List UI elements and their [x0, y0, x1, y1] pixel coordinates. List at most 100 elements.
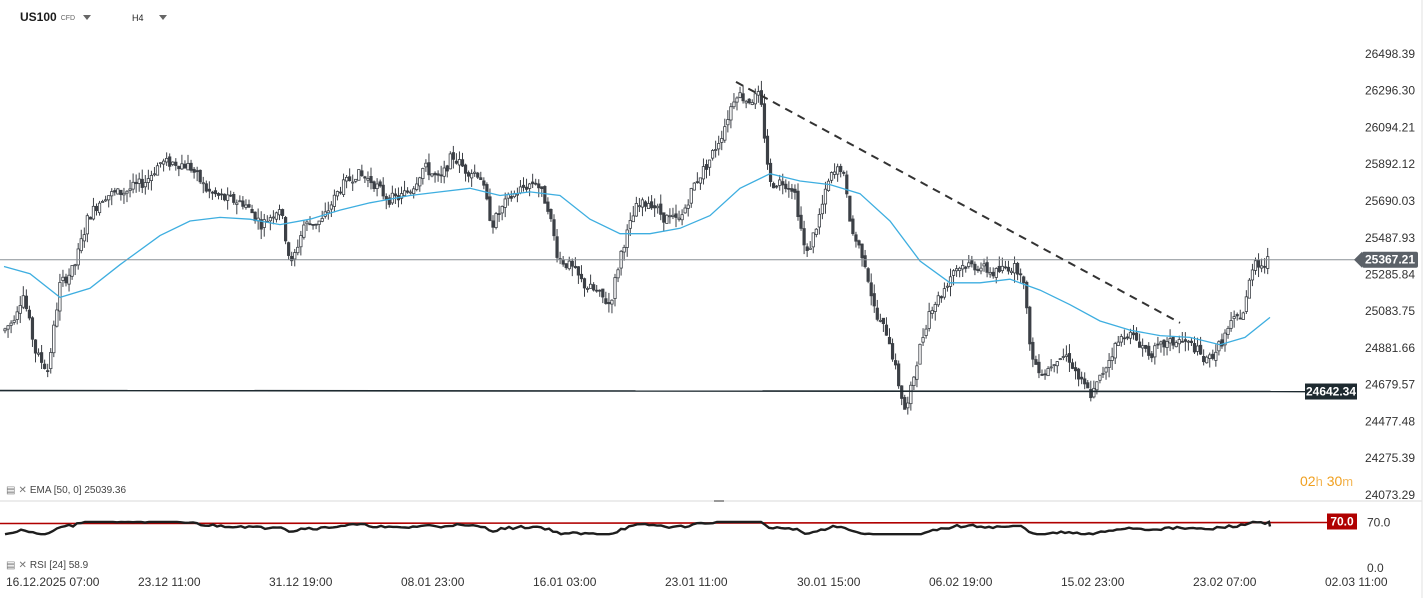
candle-body [296, 246, 300, 254]
rsi-line [4, 520, 1272, 536]
indicator-settings-icon[interactable]: ▤ [6, 485, 16, 496]
candle-body [1217, 341, 1221, 352]
candle-body [729, 106, 733, 121]
ema-group [3, 173, 1271, 346]
candle-body [274, 212, 279, 220]
candle-body [866, 268, 870, 282]
candle-body [808, 247, 812, 250]
candle-body [329, 204, 333, 210]
candle-body [283, 217, 288, 242]
x-tick-label: 02.03 11:00 [1325, 575, 1388, 589]
candle-body [18, 305, 22, 314]
candle-body [1144, 344, 1148, 349]
timeframe-selector[interactable]: H4 [132, 13, 144, 23]
candle-body [207, 188, 211, 192]
candle-body [454, 160, 459, 164]
candle-countdown: 02h 30m [1300, 473, 1353, 489]
indicator-close-icon[interactable]: ✕ [18, 560, 27, 571]
candle-body [1122, 337, 1126, 340]
candle-body [549, 208, 553, 220]
candle-body [119, 189, 123, 196]
candle-body [232, 193, 236, 203]
x-tick-label: 08.01 23:00 [401, 575, 465, 589]
candle-body [393, 193, 398, 197]
candle-body [1077, 368, 1081, 380]
candle-body [894, 360, 898, 366]
candle-body [1223, 332, 1227, 346]
candle-body [561, 259, 565, 265]
candle-body [582, 278, 587, 289]
candle-body [308, 223, 312, 226]
candle-body [790, 188, 794, 192]
candle-body [817, 214, 821, 228]
candle-body [1131, 332, 1136, 336]
y-tick-label: 25487.93 [1365, 231, 1415, 245]
ema-legend[interactable]: ▤ ✕ EMA [50, 0] 25039.36 [6, 485, 126, 496]
candle-body [836, 166, 840, 175]
y-tick-label: 25083.75 [1365, 304, 1415, 318]
candle-body [238, 200, 242, 203]
candle-body [463, 164, 468, 174]
candle-body [402, 190, 407, 197]
candle-body [314, 223, 318, 226]
candle-body [201, 182, 205, 185]
x-tick-label: 16.01 03:00 [533, 575, 597, 589]
candle-body [357, 169, 361, 181]
candle-body [674, 213, 678, 218]
candle-body [55, 309, 59, 327]
candle-body [1052, 364, 1056, 367]
candle-body [1199, 344, 1203, 355]
candle-body [1177, 339, 1181, 345]
candle-body [845, 174, 849, 195]
candle-body [204, 183, 208, 192]
candle-body [738, 92, 742, 98]
candle-body [412, 188, 416, 195]
candle-body [12, 319, 16, 323]
symbol-selector[interactable]: US100 CFD [20, 10, 75, 24]
candle-body [15, 311, 19, 320]
candle-body [1025, 281, 1029, 309]
indicator-close-icon[interactable]: ✕ [18, 485, 27, 496]
candle-body [1220, 339, 1224, 347]
indicator-settings-icon[interactable]: ▤ [6, 560, 16, 571]
candle-body [244, 204, 248, 208]
candle-body [802, 228, 806, 246]
y-tick-label: 26296.30 [1365, 84, 1415, 98]
candle-body [945, 285, 950, 288]
timeframe-dropdown-icon[interactable] [159, 15, 167, 20]
candle-body [387, 197, 391, 205]
candle-body [628, 220, 632, 229]
candle-body [857, 240, 861, 246]
candle-body [509, 196, 513, 199]
candle-body [1086, 382, 1090, 389]
candle-body [369, 176, 373, 184]
candle-body [1116, 341, 1120, 346]
candle-body [161, 160, 166, 165]
rsi-legend-text: RSI [24] 58.9 [29, 560, 89, 571]
candle-body [979, 267, 983, 272]
candle-body [76, 248, 80, 266]
y-tick-label: 24073.29 [1365, 488, 1415, 502]
candle-body [772, 183, 776, 189]
candle-body [921, 337, 925, 343]
candle-body [543, 186, 547, 204]
candle-body [439, 174, 443, 177]
candle-body [415, 183, 419, 190]
candle-body [1208, 354, 1212, 359]
candle-body [293, 252, 297, 260]
candle-body [146, 178, 150, 183]
candle-body [927, 311, 931, 329]
candle-body [131, 181, 135, 190]
candle-body [732, 101, 736, 108]
symbol-dropdown-icon[interactable] [83, 15, 91, 20]
rsi-legend[interactable]: ▤ ✕ RSI [24] 58.9 [6, 560, 88, 571]
candle-body [143, 182, 147, 188]
candle-body [781, 181, 785, 186]
candle-body [518, 186, 523, 194]
candle-body [570, 260, 574, 267]
candle-body [1009, 270, 1014, 274]
candle-body [1049, 366, 1053, 369]
candle-body [552, 219, 556, 237]
candle-body [839, 165, 843, 173]
